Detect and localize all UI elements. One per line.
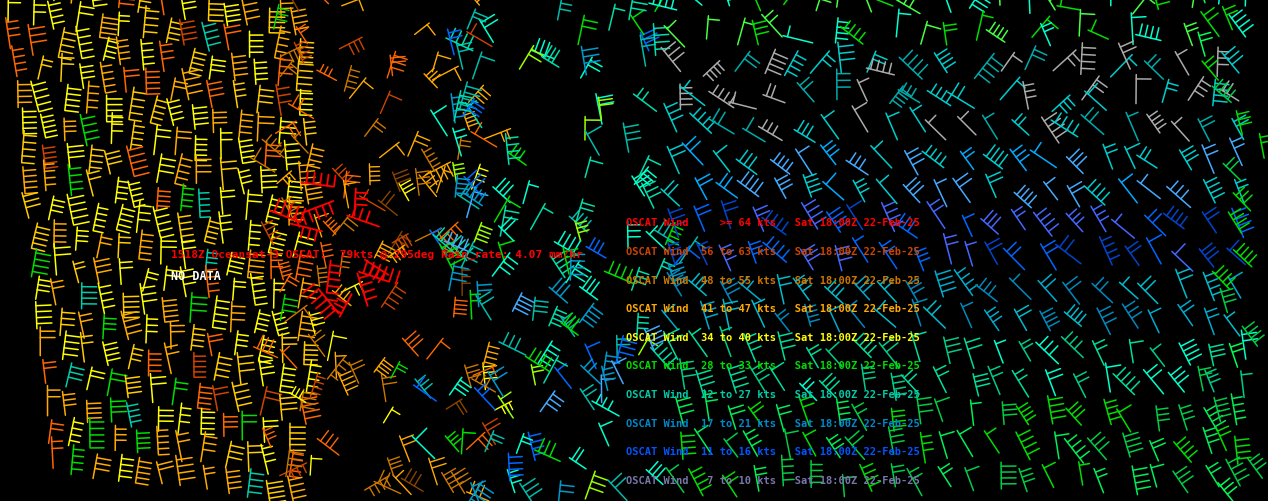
Text: OSCAT Wind  22 to 27 kts   Sat 18:00Z 22-Feb-25: OSCAT Wind 22 to 27 kts Sat 18:00Z 22-Fe… — [626, 389, 921, 399]
Text: 1518Z Oceansat-3 OSCAT:  79kts @ 295deg Rain_rate: 4.07 mm/hr: 1518Z Oceansat-3 OSCAT: 79kts @ 295deg R… — [171, 249, 583, 260]
Text: OSCAT Wind   7 to 10 kts   Sat 18:00Z 22-Feb-25: OSCAT Wind 7 to 10 kts Sat 18:00Z 22-Feb… — [626, 475, 921, 485]
Text: OSCAT Wind  11 to 16 kts   Sat 18:00Z 22-Feb-25: OSCAT Wind 11 to 16 kts Sat 18:00Z 22-Fe… — [626, 446, 921, 456]
Text: OSCAT Wind  17 to 21 kts   Sat 18:00Z 22-Feb-25: OSCAT Wind 17 to 21 kts Sat 18:00Z 22-Fe… — [626, 418, 921, 428]
Text: OSCAT Wind     >= 64 kts   Sat 18:00Z 22-Feb-25: OSCAT Wind >= 64 kts Sat 18:00Z 22-Feb-2… — [626, 218, 921, 228]
Text: OSCAT Wind  28 to 33 kts   Sat 18:00Z 22-Feb-25: OSCAT Wind 28 to 33 kts Sat 18:00Z 22-Fe… — [626, 361, 921, 371]
Text: OSCAT Wind  41 to 47 kts   Sat 18:00Z 22-Feb-25: OSCAT Wind 41 to 47 kts Sat 18:00Z 22-Fe… — [626, 304, 921, 314]
Text: NO DATA: NO DATA — [171, 270, 221, 283]
Text: OSCAT Wind  34 to 40 kts   Sat 18:00Z 22-Feb-25: OSCAT Wind 34 to 40 kts Sat 18:00Z 22-Fe… — [626, 332, 921, 342]
Text: OSCAT Wind  48 to 55 kts   Sat 18:00Z 22-Feb-25: OSCAT Wind 48 to 55 kts Sat 18:00Z 22-Fe… — [626, 275, 921, 285]
Text: OSCAT Wind  56 to 63 kts   Sat 18:00Z 22-Feb-25: OSCAT Wind 56 to 63 kts Sat 18:00Z 22-Fe… — [626, 246, 921, 257]
